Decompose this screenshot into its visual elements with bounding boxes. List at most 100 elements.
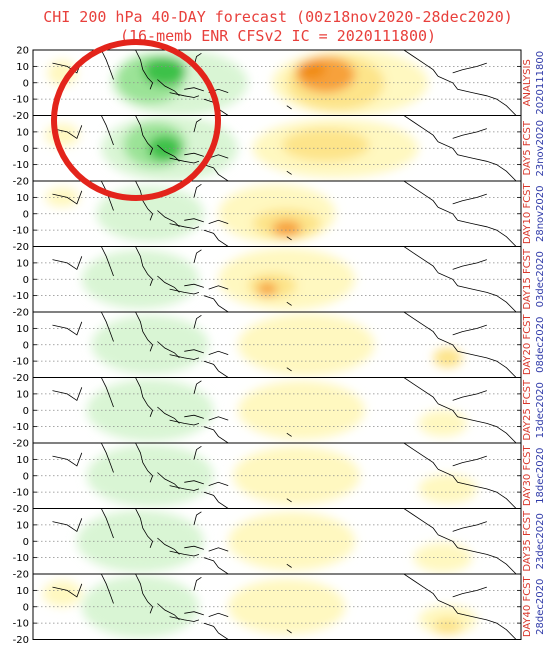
coastline	[135, 377, 154, 417]
coastline	[437, 403, 517, 443]
coastline	[184, 611, 204, 616]
panel-3: 10 0 -10 -20 DAY15 FCST 03dec2020	[13, 246, 546, 319]
y-tick-label: 0	[23, 78, 29, 89]
panel-7: 10 0 -10 -20 DAY35 FCST 23dec2020	[13, 508, 546, 581]
green-anomaly-3	[142, 56, 187, 87]
coastline	[184, 545, 204, 550]
coastline	[169, 223, 200, 229]
yellow-anomaly-1	[42, 580, 82, 607]
coastline	[286, 236, 292, 241]
y-tick-label: -10	[13, 291, 29, 302]
coastline	[100, 574, 114, 604]
coastline	[203, 360, 229, 378]
coastline	[452, 128, 487, 139]
coastline	[437, 599, 517, 640]
coastline	[184, 87, 204, 92]
coastline	[437, 206, 517, 247]
panel-1: 10 0 -10 -20 DAY5 FCST 23nov2020	[13, 115, 546, 188]
coastline	[403, 312, 439, 339]
coastline	[100, 508, 114, 539]
coastline	[52, 321, 83, 336]
yellow-anomaly-2	[433, 618, 463, 635]
y-tick-label: 10	[16, 62, 29, 73]
coastline	[135, 443, 154, 483]
coastline	[169, 157, 200, 164]
panel-label-date: 2020111800	[535, 51, 546, 115]
y-tick-label: -10	[13, 95, 29, 106]
coastline	[452, 62, 487, 74]
panel-label-date: 08dec2020	[535, 317, 546, 373]
coastline	[100, 50, 114, 80]
coastline	[203, 164, 229, 181]
y-tick-label: 0	[23, 275, 29, 286]
coastline	[100, 443, 114, 473]
coastline	[193, 380, 202, 394]
y-tick-label: -10	[13, 553, 29, 564]
panel-field	[33, 115, 521, 181]
panel-label-top: DAY40 FCST	[522, 575, 533, 637]
coastline	[169, 616, 200, 622]
coastline	[437, 141, 517, 181]
panel-label-date: 23dec2020	[535, 513, 546, 569]
coastline	[403, 115, 439, 142]
coastline	[286, 105, 292, 110]
panel-0: 20 10 0 -10 -20 ANALYSIS 2020111800	[13, 46, 546, 123]
y-tick-label: -10	[13, 422, 29, 433]
yellow-anomaly-3	[272, 220, 302, 237]
coastline	[169, 354, 200, 360]
coastline	[452, 586, 487, 598]
panel-label-top: DAY10 FCST	[522, 182, 533, 244]
y-tick-label: 0	[23, 340, 29, 351]
coastline	[437, 75, 517, 116]
chart-title-line1: CHI 200 hPa 40-DAY forecast (00z18nov202…	[43, 8, 513, 26]
coastline	[169, 288, 200, 295]
coastline	[157, 144, 180, 162]
y-tick-label: -20	[13, 504, 29, 515]
coastline	[169, 92, 200, 98]
coastline	[286, 301, 292, 306]
coastline	[184, 218, 204, 223]
y-tick-label: -20	[13, 308, 29, 319]
coastline	[52, 583, 83, 598]
y-tick-label: -10	[13, 160, 29, 171]
coastline	[437, 337, 517, 378]
coastline	[208, 416, 229, 421]
green-anomaly-3	[147, 135, 182, 162]
coastline	[52, 452, 83, 467]
panel-label-top: DAY35 FCST	[522, 510, 533, 572]
panel-label-date: 28dec2020	[535, 579, 546, 635]
y-tick-label: 0	[23, 471, 29, 482]
panel-field	[33, 508, 521, 574]
coastline	[403, 181, 439, 208]
coastline	[203, 426, 229, 443]
coastline	[286, 629, 292, 634]
y-tick-label: 0	[23, 537, 29, 548]
panel-field-blur	[42, 575, 478, 638]
y-tick-label: 0	[23, 209, 29, 220]
panel-label-top: DAY15 FCST	[522, 248, 533, 310]
panel-label-top: DAY20 FCST	[522, 313, 533, 375]
coastline	[193, 183, 202, 198]
coastline	[193, 314, 202, 329]
coastline	[437, 468, 517, 509]
coastline	[286, 498, 292, 503]
y-tick-label: -20	[13, 373, 29, 384]
coastline	[203, 295, 229, 312]
coastline	[52, 387, 83, 402]
y-tick-label: 0	[23, 406, 29, 417]
yellow-anomaly-3	[257, 282, 277, 296]
coastline	[157, 210, 180, 228]
coastline	[208, 612, 229, 617]
highlight-circle	[51, 39, 221, 201]
coastline	[208, 219, 229, 224]
coastline	[403, 443, 439, 470]
coastline	[184, 152, 204, 157]
coastline	[403, 246, 439, 273]
coastline	[157, 275, 180, 293]
coastline	[203, 557, 229, 574]
coastline	[52, 190, 83, 205]
coastline	[52, 518, 83, 533]
y-tick-label: -20	[13, 111, 29, 122]
coastline	[452, 390, 487, 401]
y-tick-label: 10	[16, 258, 29, 269]
